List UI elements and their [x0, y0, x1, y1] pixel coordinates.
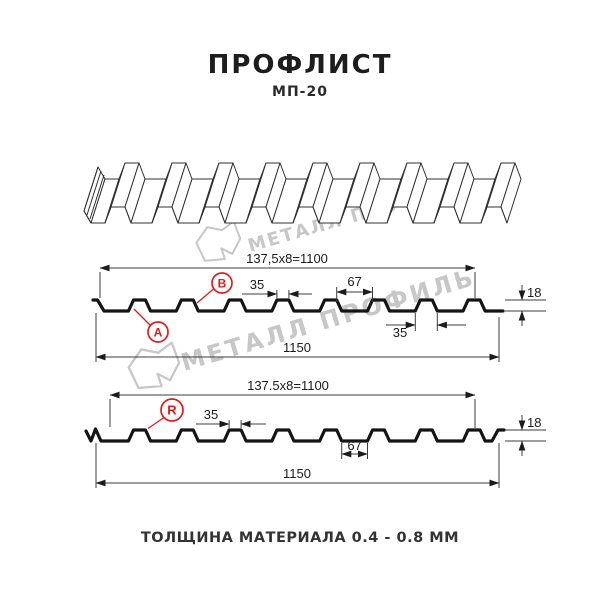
dim-label-height: 18 — [527, 285, 541, 300]
dim-label-working-width: 137,5x8=1100 — [246, 251, 328, 266]
sheet-3d-cut-edge — [86, 170, 102, 216]
dim-label-overall: 1150 — [283, 340, 311, 355]
label-circle-a — [147, 321, 169, 343]
dim-height-1: 18 — [505, 285, 546, 326]
dim-valley-1: 67 — [336, 274, 373, 302]
dim-rib-base-1: 35 — [386, 313, 466, 340]
leader-line — [196, 288, 214, 304]
page-title: ПРОФЛИСТ — [207, 50, 393, 80]
watermark-2: МЕТАЛЛ ПРОФИЛЬ — [127, 263, 479, 390]
callout-r: R — [147, 398, 184, 430]
metal-profil-logo-icon — [195, 220, 242, 262]
dim-label-rib-base: 35 — [393, 325, 407, 340]
sheet-3d-cut-edge — [83, 166, 99, 212]
leader-line — [133, 308, 151, 326]
dim-label-valley: 67 — [347, 274, 361, 289]
dim-rib-top-1: 35 — [242, 277, 312, 298]
leader-line — [147, 416, 165, 430]
dim-working-width-2: 137.5x8=1100 — [109, 378, 476, 428]
label-b: B — [218, 277, 227, 291]
cross-section-2: 137.5x8=1100 R 35 — [84, 378, 546, 488]
dim-label-height: 18 — [527, 415, 541, 430]
sheet-3d-cut-edge — [89, 174, 105, 220]
profile-outline-1 — [91, 298, 505, 313]
cross-section-1: 137,5x8=1100 B A 35 — [91, 251, 546, 362]
label-circle-b — [211, 272, 233, 294]
callout-b: B — [196, 272, 233, 304]
dim-label-overall: 1150 — [283, 466, 311, 481]
callout-a: A — [133, 308, 169, 343]
label-r: R — [167, 403, 177, 418]
label-a: A — [154, 326, 163, 340]
dim-label-rib-top: 35 — [204, 407, 218, 422]
label-circle-r — [160, 398, 184, 422]
dim-overall-1: 1150 — [95, 313, 500, 362]
dim-label-working-width: 137.5x8=1100 — [247, 378, 329, 393]
dim-label-rib-top: 35 — [250, 277, 264, 292]
metal-profil-logo-icon — [127, 341, 181, 390]
material-thickness-note: ТОЛЩИНА МАТЕРИАЛА 0.4 - 0.8 ММ — [140, 530, 460, 546]
sheet-3d-faces — [83, 162, 522, 224]
product-code: МП-20 — [272, 84, 328, 100]
dim-working-width-1: 137,5x8=1100 — [99, 251, 476, 298]
sheet-3d-view — [83, 162, 522, 224]
dim-overall-2: 1150 — [95, 443, 500, 488]
dim-valley-2: 67 — [341, 438, 368, 459]
dim-rib-top-2: 35 — [196, 407, 266, 428]
sheet-3d-front-edge — [83, 206, 508, 224]
profile-outline-2 — [84, 427, 506, 443]
dim-label-valley: 67 — [347, 438, 361, 453]
dim-height-2: 18 — [505, 415, 546, 456]
